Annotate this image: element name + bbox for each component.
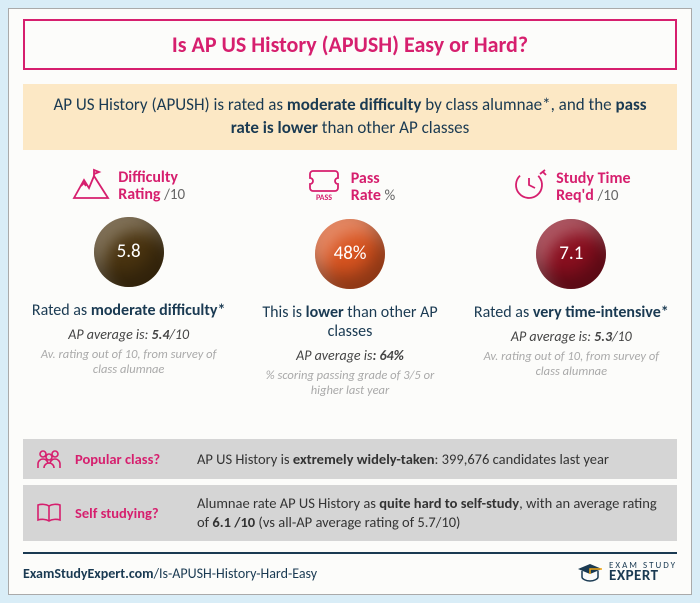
metric-pass-rate: PASS Pass Rate % 48% This is lower than … [244, 168, 455, 428]
clock-icon [512, 168, 548, 207]
metric-note: % scoring passing grade of 3/5 or higher… [244, 368, 455, 398]
value-ball: 5.8 [94, 217, 164, 287]
row-text: Alumnae rate AP US History as quite hard… [197, 494, 665, 532]
metrics-row: Difficulty Rating /10 5.8 Rated as moder… [23, 168, 677, 428]
row-text: AP US History is extremely widely-taken:… [197, 450, 665, 469]
metric-value: 7.1 [559, 242, 583, 265]
metric-header: Difficulty Rating /10 [72, 168, 185, 205]
page-title: Is AP US History (APUSH) Easy or Hard? [39, 31, 661, 58]
metric-header: PASS Pass Rate % [305, 168, 396, 207]
book-icon [35, 502, 63, 524]
metric-average: AP average is: 5.4/10 [68, 326, 189, 343]
metric-study-time: Study Time Req'd /10 7.1 Rated as very t… [466, 168, 677, 428]
infographic-container: Is AP US History (APUSH) Easy or Hard? A… [8, 8, 692, 595]
metric-description: Rated as very time-intensive* [468, 303, 675, 322]
title-box: Is AP US History (APUSH) Easy or Hard? [23, 19, 677, 70]
logo-text: EXAM STUDY EXPERT [609, 562, 677, 584]
brand-logo: EXAM STUDY EXPERT [577, 562, 677, 584]
graduation-cap-icon [577, 562, 603, 584]
footer-url: ExamStudyExpert.com/Is-APUSH-History-Har… [23, 565, 317, 582]
mountain-icon [72, 168, 110, 205]
metric-description: This is lower than other AP classes [244, 303, 455, 341]
row-label: Popular class? [75, 450, 185, 468]
popular-class-row: Popular class? AP US History is extremel… [23, 439, 677, 479]
metric-note: Av. rating out of 10, from survey of cla… [23, 347, 234, 377]
row-label: Self studying? [75, 504, 185, 522]
people-icon [35, 448, 63, 470]
pass-ticket-icon: PASS [305, 168, 343, 207]
metric-difficulty: Difficulty Rating /10 5.8 Rated as moder… [23, 168, 234, 428]
metric-title: Pass Rate % [351, 170, 396, 205]
footer: ExamStudyExpert.com/Is-APUSH-History-Har… [23, 552, 677, 584]
metric-header: Study Time Req'd /10 [512, 168, 630, 207]
metric-description: Rated as moderate difficulty* [26, 301, 232, 320]
metric-note: Av. rating out of 10, from survey of cla… [466, 349, 677, 379]
svg-text:PASS: PASS [316, 193, 332, 202]
summary-banner: AP US History (APUSH) is rated as modera… [23, 84, 677, 150]
metric-average: AP average is: 64% [296, 347, 404, 364]
metric-value: 5.8 [117, 240, 141, 263]
value-ball: 7.1 [536, 219, 606, 289]
value-ball: 48% [315, 219, 385, 289]
metric-value: 48% [334, 242, 367, 265]
metric-title: Difficulty Rating /10 [118, 169, 185, 204]
metric-title: Study Time Req'd /10 [556, 170, 630, 205]
self-study-row: Self studying? Alumnae rate AP US Histor… [23, 485, 677, 541]
metric-average: AP average is: 5.3/10 [511, 328, 632, 345]
